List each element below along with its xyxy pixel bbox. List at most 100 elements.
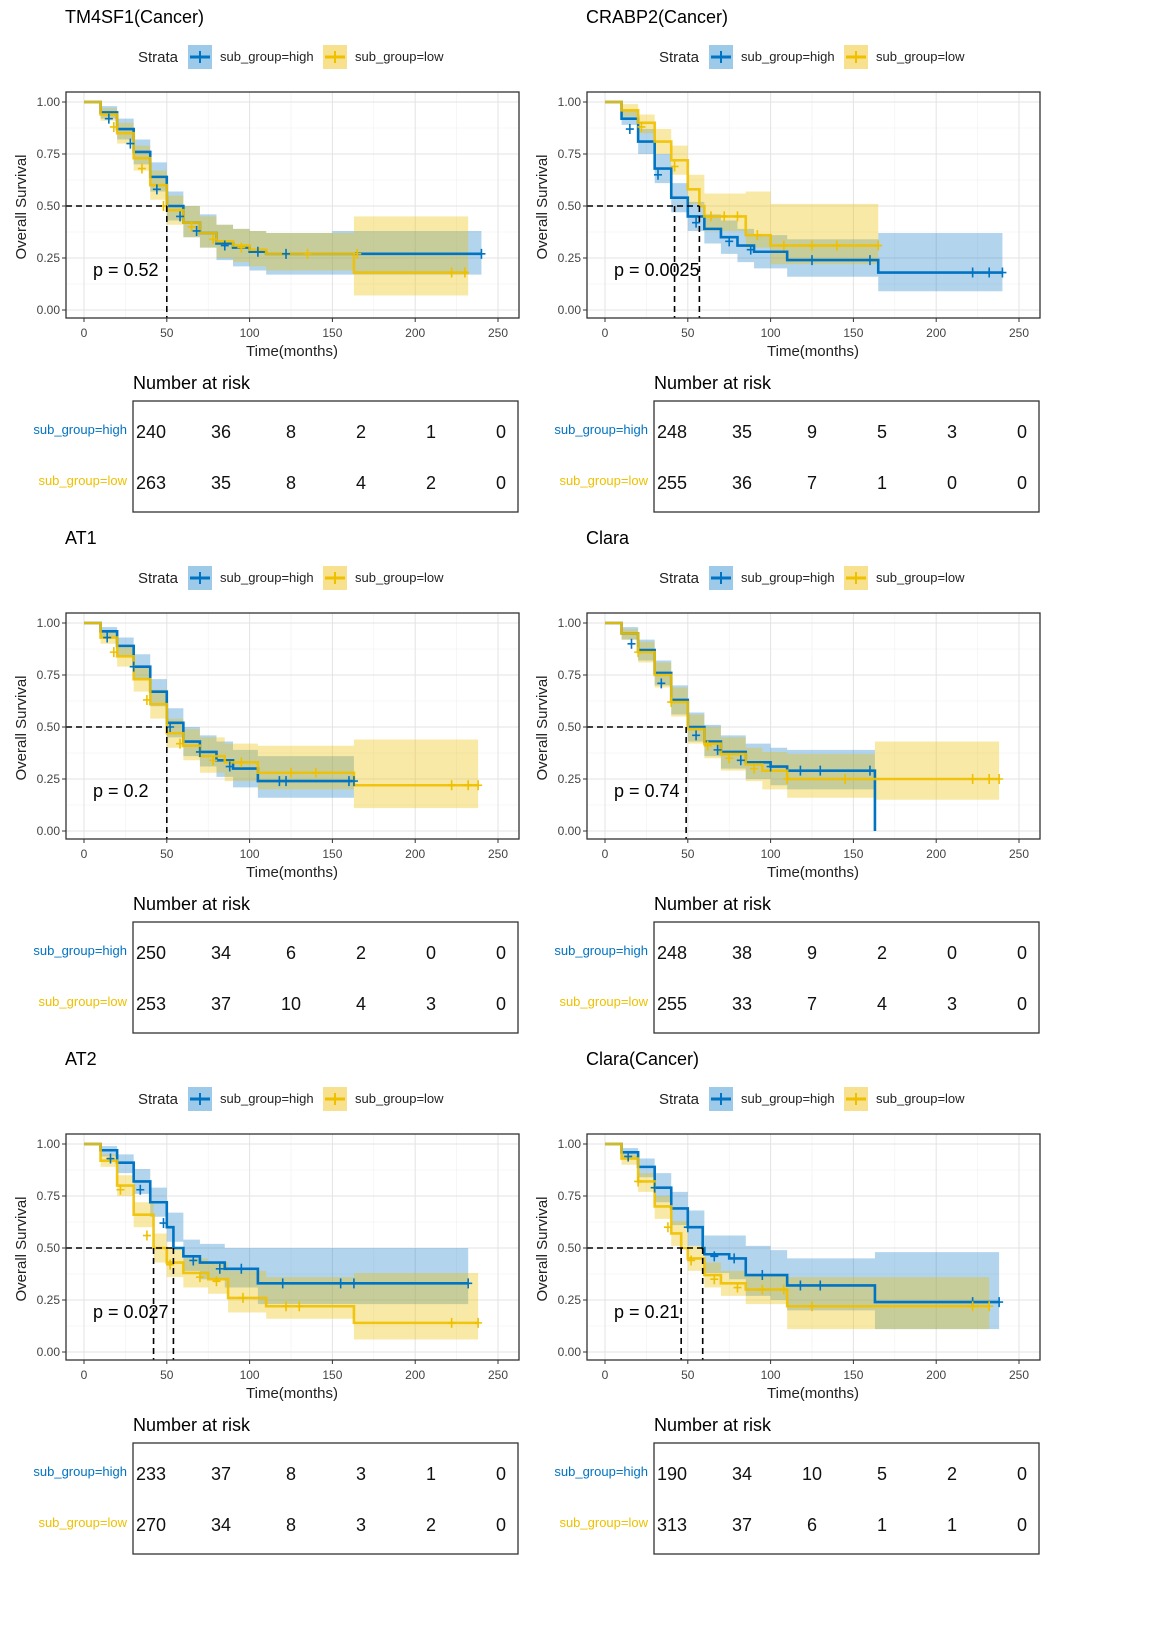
censor-mark-low — [237, 242, 246, 253]
risk-count-high: 2 — [356, 943, 366, 963]
risk-count-low: 36 — [732, 473, 752, 493]
censor-mark-high — [336, 1278, 345, 1289]
km-panel-crabp2: CRABP2(Cancer) Strata sub_group=high sub_gr… — [521, 0, 1061, 520]
legend-title: Strata — [659, 1091, 700, 1108]
x-tick-label: 150 — [843, 1368, 863, 1382]
x-tick-label: 250 — [488, 326, 508, 340]
censor-mark-high — [865, 255, 874, 266]
chart-title: CRABP2(Cancer) — [586, 7, 728, 27]
km-chart: CRABP2(Cancer) Strata sub_group=high sub_gr… — [534, 7, 1041, 513]
y-tick-label: 1.00 — [558, 1137, 582, 1151]
risk-table-frame — [132, 1442, 519, 1555]
censor-mark-low — [142, 694, 151, 705]
risk-count-high: 9 — [807, 422, 817, 442]
censor-mark-low — [303, 248, 312, 259]
censor-mark-high — [683, 1222, 692, 1233]
censor-mark-high — [758, 1270, 767, 1281]
legend-label-low: sub_group=low — [876, 49, 965, 64]
ci-band-high — [84, 102, 482, 275]
x-tick-label: 200 — [926, 326, 946, 340]
censor-mark-high — [192, 225, 201, 236]
risk-count-low: 4 — [877, 994, 887, 1014]
plot-area — [587, 92, 1040, 318]
y-tick-label: 0.50 — [37, 199, 61, 213]
km-curve-low — [605, 1142, 990, 1308]
y-tick-label: 0.25 — [37, 251, 61, 265]
km-panel-tm4sf1: TM4SF1(Cancer) Strata sub_group=high sub_gr… — [0, 0, 540, 520]
risk-count-low: 0 — [1017, 994, 1027, 1014]
risk-count-low: 1 — [877, 1515, 887, 1535]
x-axis-label: Time(months) — [767, 343, 859, 360]
risk-count-high: 3 — [947, 422, 957, 442]
legend-title: Strata — [138, 49, 179, 66]
y-tick-label: 0.50 — [558, 720, 582, 734]
risk-count-low: 3 — [356, 1515, 366, 1535]
censor-mark-high — [985, 267, 994, 278]
km-curve-low — [605, 621, 1000, 781]
censor-mark-high — [624, 1151, 633, 1162]
risk-count-high: 8 — [286, 1464, 296, 1484]
censor-mark-high — [653, 169, 662, 180]
risk-count-low: 33 — [732, 994, 752, 1014]
risk-row-label-high: sub_group=high — [554, 943, 648, 958]
risk-count-high: 3 — [356, 1464, 366, 1484]
y-tick-label: 0.00 — [37, 303, 61, 317]
censor-mark-high — [730, 1253, 739, 1264]
censor-mark-high — [126, 138, 135, 149]
y-tick-label: 1.00 — [37, 616, 61, 630]
risk-count-high: 0 — [496, 1464, 506, 1484]
risk-count-low: 4 — [356, 473, 366, 493]
censor-mark-high — [159, 1218, 168, 1229]
y-tick-label: 0.50 — [37, 720, 61, 734]
risk-count-high: 0 — [496, 422, 506, 442]
km-chart: TM4SF1(Cancer) Strata sub_group=high sub_gr… — [13, 7, 520, 513]
risk-count-low: 10 — [281, 994, 301, 1014]
y-tick-label: 0.00 — [558, 1345, 582, 1359]
plot-frame — [65, 612, 520, 840]
risk-count-high: 5 — [877, 422, 887, 442]
censor-mark-low — [779, 240, 788, 251]
y-tick-label: 0.25 — [558, 772, 582, 786]
legend-label-high: sub_group=high — [220, 49, 314, 64]
y-tick-label: 0.25 — [37, 1293, 61, 1307]
x-tick-label: 250 — [1009, 847, 1029, 861]
risk-count-low: 0 — [496, 994, 506, 1014]
chart-title: Clara(Cancer) — [586, 1049, 699, 1069]
risk-count-high: 38 — [732, 943, 752, 963]
x-tick-label: 250 — [1009, 326, 1029, 340]
censor-mark-high — [796, 1280, 805, 1291]
legend-title: Strata — [138, 1091, 179, 1108]
x-tick-label: 200 — [405, 847, 425, 861]
km-curve-low — [84, 1142, 479, 1325]
x-tick-label: 100 — [761, 326, 781, 340]
censor-mark-low — [634, 1176, 643, 1187]
censor-mark-low — [166, 1259, 175, 1270]
risk-count-low: 34 — [211, 1515, 231, 1535]
risk-row-label-low: sub_group=low — [38, 473, 127, 488]
risk-table-frame — [132, 400, 519, 513]
risk-row-label-high: sub_group=high — [33, 422, 127, 437]
p-value-label: p = 0.21 — [614, 1302, 680, 1322]
censor-mark-high — [103, 632, 112, 643]
risk-count-high: 1 — [426, 422, 436, 442]
plot-frame — [586, 91, 1041, 319]
risk-count-high: 250 — [136, 943, 166, 963]
x-tick-label: 50 — [160, 847, 174, 861]
plot-frame — [65, 91, 520, 319]
censor-mark-high — [995, 1297, 1004, 1308]
plot-area — [587, 613, 1040, 839]
risk-count-low: 0 — [1017, 473, 1027, 493]
risk-count-high: 190 — [657, 1464, 687, 1484]
risk-count-high: 5 — [877, 1464, 887, 1484]
censor-mark-low — [209, 234, 218, 245]
censor-mark-high — [816, 765, 825, 776]
risk-count-high: 34 — [211, 943, 231, 963]
risk-row-label-high: sub_group=high — [554, 422, 648, 437]
risk-count-low: 8 — [286, 473, 296, 493]
legend-label-high: sub_group=high — [220, 1091, 314, 1106]
censor-mark-high — [692, 730, 701, 741]
x-axis-label: Time(months) — [246, 343, 338, 360]
km-panel-clara: Clara Strata sub_group=high sub_group=low p … — [521, 521, 1061, 1041]
censor-mark-high — [195, 746, 204, 757]
x-tick-label: 100 — [761, 847, 781, 861]
